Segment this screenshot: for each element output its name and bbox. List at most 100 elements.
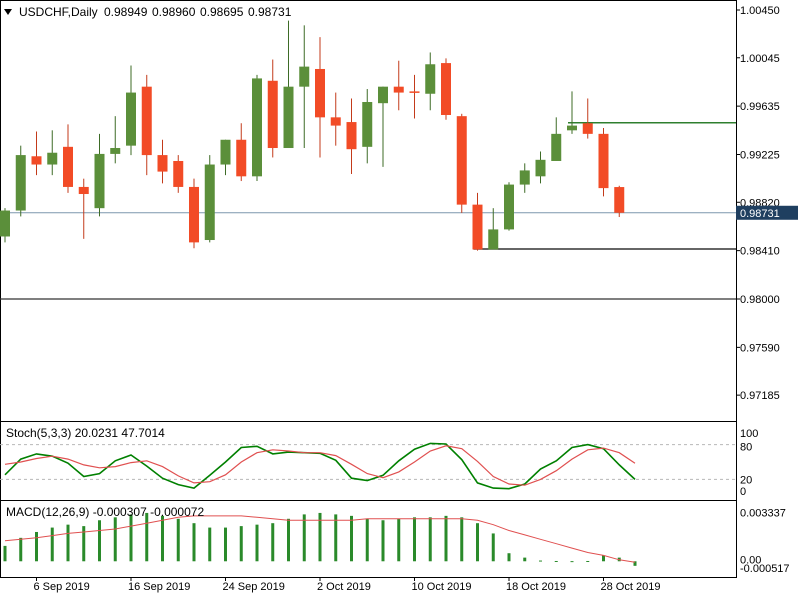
time-tick-label: 6 Sep 2019 bbox=[34, 581, 90, 593]
candle-body bbox=[63, 146, 73, 187]
candle-body bbox=[141, 86, 152, 156]
macd-signal-line bbox=[4, 515, 636, 563]
candle-body bbox=[110, 148, 121, 154]
candle-body bbox=[393, 86, 404, 93]
candle-body bbox=[15, 155, 26, 211]
macd-scale-label: 0.003337 bbox=[740, 507, 786, 519]
candle-body bbox=[283, 86, 294, 149]
candle-body bbox=[220, 139, 231, 165]
price-tick-label: 0.97590 bbox=[740, 342, 780, 354]
macd-histogram-bar bbox=[428, 517, 432, 562]
time-tick-label: 28 Oct 2019 bbox=[601, 581, 661, 593]
axes-layer: 1.004501.000450.996350.992250.988200.984… bbox=[34, 5, 798, 593]
candles-layer[interactable] bbox=[0, 20, 625, 251]
stochastic-panel[interactable]: 100 80 200 bbox=[0, 428, 758, 498]
price-tick-label: 0.98000 bbox=[740, 294, 780, 306]
candle-body bbox=[0, 210, 10, 237]
candle-body bbox=[315, 68, 325, 118]
macd-histogram-bar bbox=[19, 537, 23, 562]
candle-body bbox=[456, 116, 467, 205]
macd-histogram-bar bbox=[82, 526, 86, 562]
candle-body bbox=[519, 170, 530, 185]
time-tick-label: 2 Oct 2019 bbox=[317, 581, 371, 593]
chart-frame bbox=[0, 0, 737, 578]
macd-histogram-bar bbox=[334, 514, 338, 562]
candle-body bbox=[441, 63, 451, 115]
macd-histogram-bar bbox=[397, 518, 401, 562]
macd-histogram-bar bbox=[192, 523, 196, 562]
macd-histogram-bar bbox=[161, 515, 164, 562]
header-low-value: 0.98695 bbox=[200, 5, 244, 19]
macd-histogram-bar bbox=[271, 523, 275, 562]
macd-histogram-bar bbox=[602, 555, 605, 562]
candle-body bbox=[330, 117, 341, 126]
price-tick-label: 0.99225 bbox=[740, 150, 780, 162]
macd-histogram-bar bbox=[3, 545, 7, 562]
macd-histogram-bar bbox=[586, 560, 590, 562]
candle-body bbox=[236, 139, 247, 177]
candle-body bbox=[582, 123, 593, 134]
candle-body bbox=[346, 122, 357, 150]
candle-body bbox=[31, 156, 42, 165]
macd-histogram-bar bbox=[539, 560, 542, 562]
dropdown-triangle-icon[interactable] bbox=[4, 9, 12, 15]
macd-histogram-bar bbox=[208, 527, 212, 562]
candle-body bbox=[614, 187, 625, 213]
stoch-scale-label: 0 bbox=[740, 486, 746, 498]
candle-body bbox=[425, 64, 436, 94]
candle-body bbox=[378, 86, 388, 104]
candle-body bbox=[204, 164, 215, 241]
candle-body bbox=[173, 160, 184, 187]
macd-histogram-bar bbox=[381, 520, 385, 562]
macd-histogram-bar bbox=[460, 517, 464, 562]
header-high-value: 0.98960 bbox=[152, 5, 196, 19]
macd-histogram-bar bbox=[444, 515, 448, 562]
candle-body bbox=[94, 153, 105, 209]
macd-panel[interactable]: 0.003337 0.00-0.000517 bbox=[3, 507, 790, 575]
macd-histogram-bar bbox=[255, 524, 259, 562]
candle-body bbox=[504, 184, 514, 230]
macd-histogram-bar bbox=[98, 520, 101, 562]
macd-histogram-bar bbox=[239, 526, 243, 562]
candle-body bbox=[472, 204, 483, 250]
macd-histogram-bar bbox=[633, 561, 637, 566]
price-tick-label: 0.97185 bbox=[740, 390, 780, 402]
candle-body bbox=[488, 229, 499, 250]
macd-histogram-bar bbox=[350, 515, 353, 562]
price-tick-label: 0.99635 bbox=[740, 101, 780, 113]
price-tick-label: 1.00045 bbox=[740, 53, 780, 65]
macd-histogram-bar bbox=[302, 514, 306, 562]
header-open-value: 0.98949 bbox=[104, 5, 148, 19]
price-levels bbox=[473, 122, 736, 250]
macd-histogram-bar bbox=[523, 557, 527, 562]
candle-body bbox=[157, 155, 168, 172]
macd-scale-label: -0.000517 bbox=[740, 563, 790, 575]
stoch-scale-label: 20 bbox=[740, 474, 752, 486]
macd-histogram-bar bbox=[129, 514, 133, 562]
candle-body bbox=[362, 102, 373, 147]
macd-histogram-bar bbox=[476, 523, 479, 562]
macd-histogram-bar bbox=[570, 561, 574, 563]
time-tick-label: 10 Oct 2019 bbox=[412, 581, 472, 593]
macd-histogram-bar bbox=[224, 527, 227, 562]
stoch-indicator-label: Stoch(5,3,3) 20.0231 47.7014 bbox=[6, 426, 165, 440]
macd-histogram-bar bbox=[554, 560, 558, 562]
time-tick-label: 24 Sep 2019 bbox=[223, 581, 285, 593]
macd-histogram-bar bbox=[113, 517, 117, 562]
candle-body bbox=[535, 159, 546, 177]
price-tick-label: 0.98410 bbox=[740, 246, 780, 258]
candle-body bbox=[267, 80, 278, 149]
current-price-tag bbox=[736, 205, 798, 220]
current-price-label: 0.98731 bbox=[740, 208, 780, 220]
candle-body bbox=[78, 186, 89, 195]
macd-histogram-bar bbox=[507, 553, 511, 562]
macd-histogram-bar bbox=[287, 518, 290, 562]
macd-scale-label: 0.00 bbox=[740, 554, 761, 566]
candle-body bbox=[126, 92, 136, 146]
candle-body bbox=[189, 186, 199, 243]
plot-border bbox=[0, 0, 737, 578]
stoch-signal-line bbox=[4, 445, 636, 486]
candle-body bbox=[409, 91, 420, 93]
